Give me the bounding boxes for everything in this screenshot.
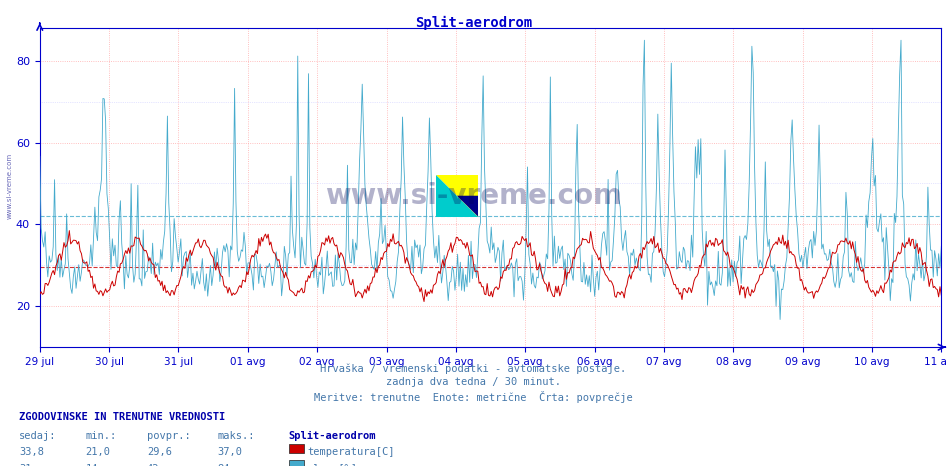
- Text: zadnja dva tedna / 30 minut.: zadnja dva tedna / 30 minut.: [386, 377, 561, 387]
- Polygon shape: [436, 175, 478, 217]
- Text: 14: 14: [85, 464, 98, 466]
- Text: 29,6: 29,6: [147, 447, 171, 457]
- Text: 31: 31: [19, 464, 31, 466]
- Text: 42: 42: [147, 464, 159, 466]
- Text: vlaga[%]: vlaga[%]: [308, 464, 358, 466]
- Text: 21,0: 21,0: [85, 447, 110, 457]
- Text: sedaj:: sedaj:: [19, 431, 57, 441]
- Text: 84: 84: [218, 464, 230, 466]
- Text: temperatura[C]: temperatura[C]: [308, 447, 395, 457]
- Text: maks.:: maks.:: [218, 431, 256, 441]
- Polygon shape: [457, 196, 478, 217]
- Text: 33,8: 33,8: [19, 447, 44, 457]
- Text: Split-aerodrom: Split-aerodrom: [289, 431, 376, 441]
- Text: povpr.:: povpr.:: [147, 431, 190, 441]
- Text: Hrvaška / vremenski podatki - avtomatske postaje.: Hrvaška / vremenski podatki - avtomatske…: [320, 363, 627, 374]
- Polygon shape: [436, 175, 478, 217]
- Text: Meritve: trenutne  Enote: metrične  Črta: povprečje: Meritve: trenutne Enote: metrične Črta: …: [314, 391, 633, 404]
- Text: 37,0: 37,0: [218, 447, 242, 457]
- Text: www.si-vreme.com: www.si-vreme.com: [325, 182, 622, 210]
- Text: ZGODOVINSKE IN TRENUTNE VREDNOSTI: ZGODOVINSKE IN TRENUTNE VREDNOSTI: [19, 412, 225, 422]
- Text: min.:: min.:: [85, 431, 116, 441]
- Text: www.si-vreme.com: www.si-vreme.com: [7, 153, 12, 219]
- Text: Split-aerodrom: Split-aerodrom: [415, 16, 532, 30]
